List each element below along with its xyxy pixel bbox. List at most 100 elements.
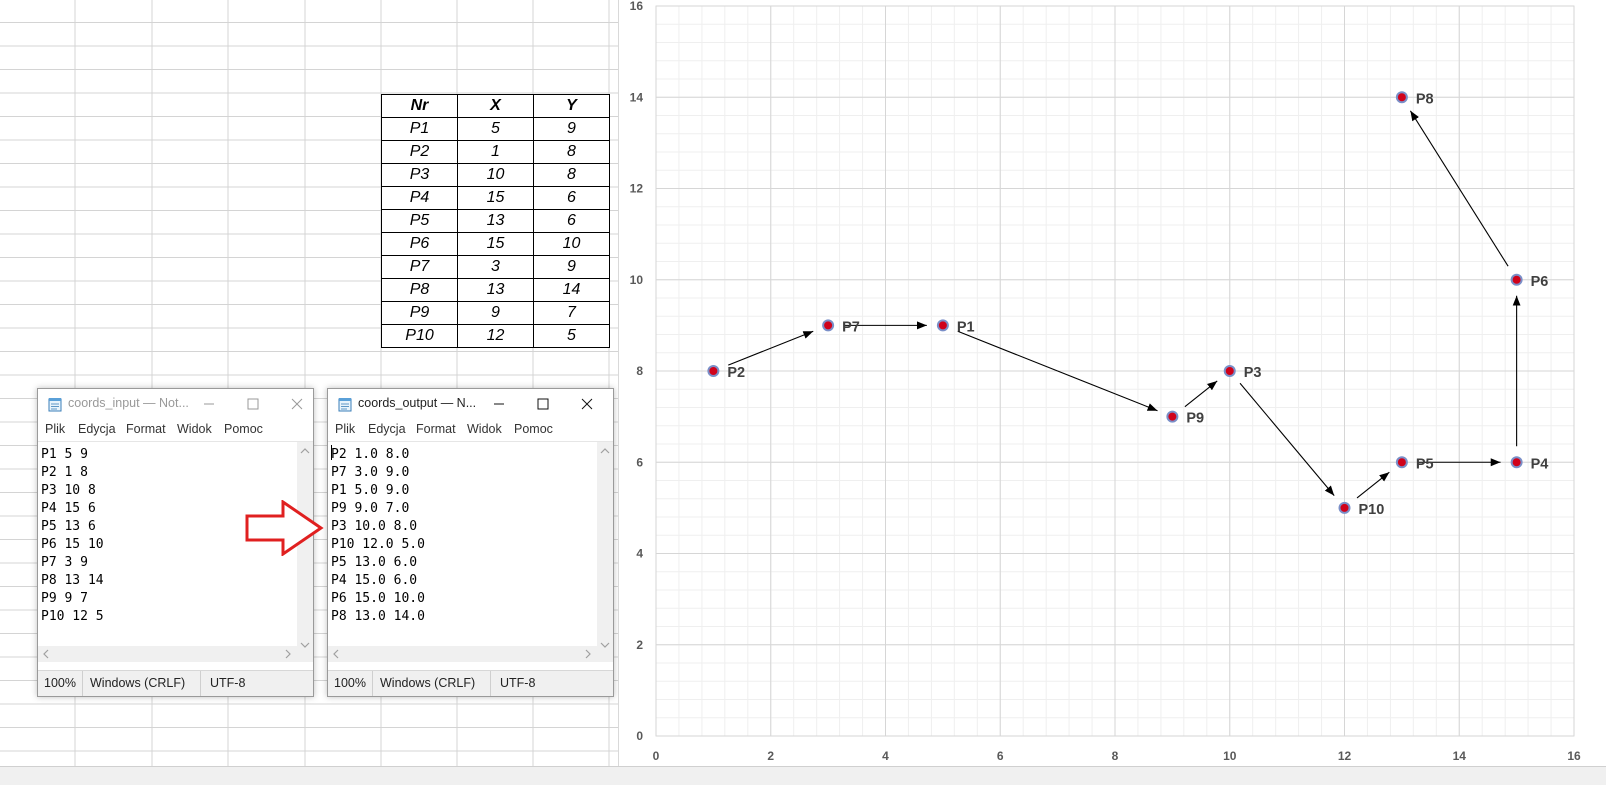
status-line-ending: Windows (CRLF) bbox=[90, 676, 186, 690]
data-point bbox=[1395, 91, 1408, 104]
vertical-scrollbar[interactable] bbox=[297, 442, 313, 662]
maximize-icon[interactable] bbox=[238, 393, 268, 415]
menu-edycja[interactable]: Edycja bbox=[78, 422, 116, 436]
sheet-bottom-bar bbox=[0, 766, 1606, 785]
cell-y[interactable]: 8 bbox=[533, 163, 610, 187]
text-editor-area[interactable]: P1 5 9 P2 1 8 P3 10 8 P4 15 6 P5 13 6 P6 15 1… bbox=[38, 441, 313, 662]
menu-plik[interactable]: Plik bbox=[45, 422, 66, 436]
title-bar[interactable]: coords_input — Not... bbox=[38, 389, 313, 419]
data-point bbox=[936, 319, 949, 332]
cell-x[interactable]: 15 bbox=[457, 186, 534, 210]
cell-y[interactable]: 10 bbox=[533, 232, 610, 256]
cell-nr[interactable]: P6 bbox=[381, 232, 458, 256]
menu-bar: Plik Edycja Format Widok Pomoc bbox=[328, 419, 613, 441]
x-tick-label: 2 bbox=[767, 749, 774, 763]
cell-nr[interactable]: P10 bbox=[381, 324, 458, 348]
data-point bbox=[707, 365, 720, 377]
menu-widok[interactable]: Widok bbox=[467, 422, 502, 436]
cell-nr[interactable]: P2 bbox=[381, 140, 458, 164]
close-icon[interactable] bbox=[282, 393, 312, 415]
cell-nr[interactable]: P1 bbox=[381, 117, 458, 141]
status-encoding: UTF-8 bbox=[500, 676, 536, 690]
text-line: P10 12 5 bbox=[41, 609, 104, 624]
cell-y[interactable]: 8 bbox=[533, 140, 610, 164]
data-point bbox=[1510, 456, 1523, 469]
status-bar: 100% Windows (CRLF) UTF-8 bbox=[38, 670, 313, 696]
x-tick-label: 14 bbox=[1453, 749, 1467, 763]
text-line: P5 13.0 6.0 bbox=[331, 555, 418, 570]
cell-nr[interactable]: P5 bbox=[381, 209, 458, 233]
window-title: coords_input — Not... bbox=[68, 396, 189, 410]
cell-nr[interactable]: P7 bbox=[381, 255, 458, 279]
menu-edycja[interactable]: Edycja bbox=[368, 422, 406, 436]
cell-y[interactable]: 9 bbox=[533, 117, 610, 141]
path-arrow bbox=[1184, 380, 1218, 408]
cell-x[interactable]: 1 bbox=[457, 140, 534, 164]
table-row: P7 3 9 bbox=[381, 255, 610, 279]
text-line: P7 3.0 9.0 bbox=[331, 465, 410, 480]
table-row: P4 15 6 bbox=[381, 186, 610, 210]
menu-pomoc[interactable]: Pomoc bbox=[514, 422, 553, 436]
text-line: P5 13 6 bbox=[41, 519, 96, 534]
notepad-app-icon bbox=[338, 398, 352, 412]
horizontal-scrollbar[interactable] bbox=[328, 646, 597, 662]
maximize-icon[interactable] bbox=[528, 393, 558, 415]
menu-plik[interactable]: Plik bbox=[335, 422, 356, 436]
horizontal-scrollbar[interactable] bbox=[38, 646, 297, 662]
path-arrow bbox=[1239, 382, 1335, 496]
status-separator bbox=[372, 671, 373, 696]
cell-x[interactable]: 13 bbox=[457, 209, 534, 233]
cell-y[interactable]: 14 bbox=[533, 278, 610, 302]
cell-x[interactable]: 3 bbox=[457, 255, 534, 279]
cell-x[interactable]: 15 bbox=[457, 232, 534, 256]
scroll-arrows-icon bbox=[300, 448, 310, 648]
hscroll-arrows-icon bbox=[43, 649, 291, 659]
chart-plot: 0 2 4 6 8 10 12 14 16 0 2 4 6 8 10 12 14 16 P2 P7 P1 P9 P3 P10 P… bbox=[630, 0, 1581, 763]
menu-widok[interactable]: Widok bbox=[177, 422, 212, 436]
y-tick-label: 16 bbox=[630, 0, 644, 13]
text-line: P4 15.0 6.0 bbox=[331, 573, 418, 588]
text-line: P3 10.0 8.0 bbox=[331, 519, 418, 534]
point-label: P2 bbox=[727, 365, 745, 381]
notepad-window-input[interactable]: coords_input — Not... Plik Edycja Format… bbox=[37, 388, 314, 697]
cell-nr[interactable]: P9 bbox=[381, 301, 458, 325]
close-icon[interactable] bbox=[572, 393, 602, 415]
scatter-chart[interactable]: 0 2 4 6 8 10 12 14 16 0 2 4 6 8 10 12 14 16 P2 P7 P1 P9 P3 P10 P… bbox=[618, 0, 1606, 766]
cell-y[interactable]: 6 bbox=[533, 209, 610, 233]
cell-y[interactable]: 6 bbox=[533, 186, 610, 210]
y-tick-label: 6 bbox=[636, 455, 643, 469]
menu-pomoc[interactable]: Pomoc bbox=[224, 422, 263, 436]
path-arrow bbox=[1409, 110, 1509, 267]
menu-bar: Plik Edycja Format Widok Pomoc bbox=[38, 419, 313, 441]
text-editor-area[interactable]: P2 1.0 8.0 P7 3.0 9.0 P1 5.0 9.0 P9 9.0 7.0… bbox=[328, 441, 613, 662]
menu-format[interactable]: Format bbox=[126, 422, 166, 436]
data-point bbox=[822, 319, 835, 332]
minimize-icon[interactable] bbox=[194, 393, 224, 415]
coordinates-table: Nr X Y P1 5 9 P2 1 8 P3 10 8 P4 15 6 P5 13 6 P6 15 10 P7 3 9… bbox=[381, 94, 610, 348]
minimize-icon[interactable] bbox=[484, 393, 514, 415]
cell-nr[interactable]: P4 bbox=[381, 186, 458, 210]
cell-nr[interactable]: P3 bbox=[381, 163, 458, 187]
data-point bbox=[1510, 273, 1523, 286]
data-point bbox=[1166, 410, 1179, 423]
cell-y[interactable]: 7 bbox=[533, 301, 610, 325]
cell-y[interactable]: 5 bbox=[533, 324, 610, 348]
cell-x[interactable]: 12 bbox=[457, 324, 534, 348]
cell-y[interactable]: 9 bbox=[533, 255, 610, 279]
notepad-window-output[interactable]: coords_output — N... Plik Edycja Format … bbox=[327, 388, 614, 697]
table-header-row: Nr X Y bbox=[381, 94, 610, 118]
text-line: P9 9.0 7.0 bbox=[331, 501, 410, 516]
cell-x[interactable]: 13 bbox=[457, 278, 534, 302]
vertical-scrollbar[interactable] bbox=[597, 442, 613, 662]
title-bar[interactable]: coords_output — N... bbox=[328, 389, 613, 419]
point-label: P3 bbox=[1244, 365, 1262, 381]
text-line: P6 15.0 10.0 bbox=[331, 591, 425, 606]
x-tick-label: 8 bbox=[1112, 749, 1119, 763]
cell-x[interactable]: 10 bbox=[457, 163, 534, 187]
cell-x[interactable]: 5 bbox=[457, 117, 534, 141]
cell-nr[interactable]: P8 bbox=[381, 278, 458, 302]
point-label: P10 bbox=[1359, 502, 1385, 518]
cell-x[interactable]: 9 bbox=[457, 301, 534, 325]
table-row: P9 9 7 bbox=[381, 301, 610, 325]
menu-format[interactable]: Format bbox=[416, 422, 456, 436]
